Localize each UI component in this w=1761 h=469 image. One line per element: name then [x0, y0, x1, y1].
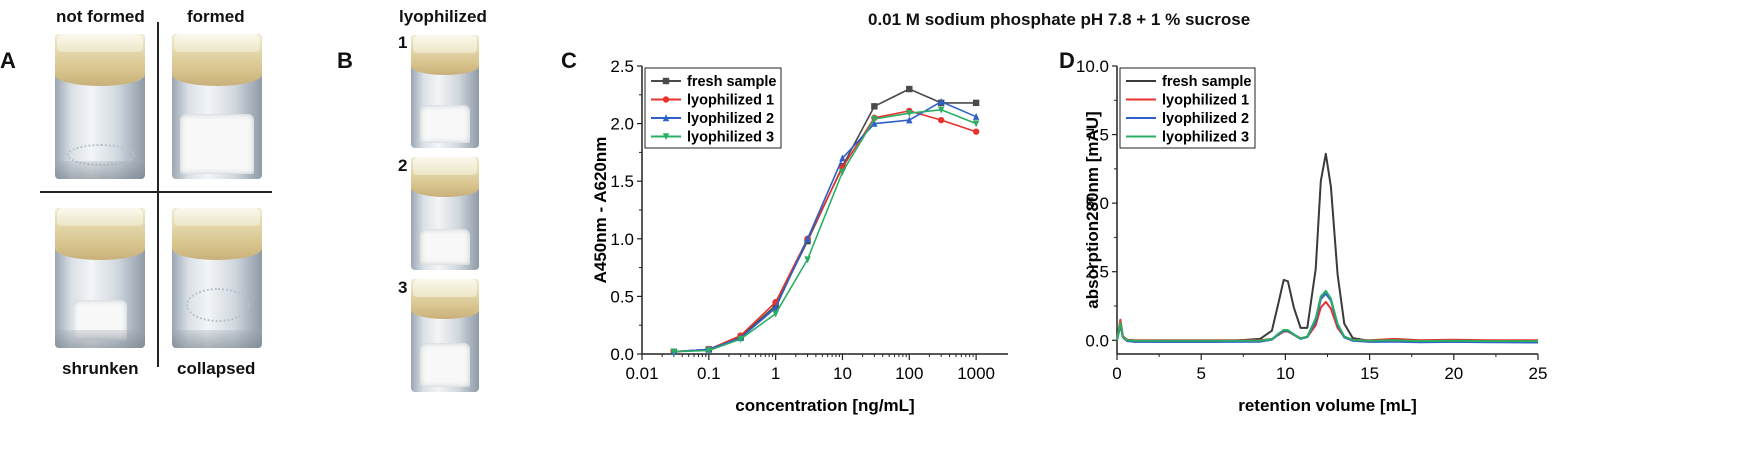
data-point — [972, 128, 980, 135]
panel-b-title: lyophilized — [399, 7, 487, 26]
legend-label: lyophilized 3 — [687, 130, 774, 146]
vial-number-1: 1 — [398, 33, 408, 52]
y-tick-label: 5.0 — [1085, 194, 1109, 213]
data-point — [937, 116, 945, 124]
data-point — [839, 154, 846, 162]
figure-title: 0.01 M sodium phosphate pH 7.8 + 1 % suc… — [868, 10, 1251, 29]
vial-photo-lyophilized-3 — [411, 279, 479, 392]
y-tick-label: 0.5 — [610, 287, 634, 306]
x-tick-label: 10 — [833, 364, 852, 383]
label-formed: formed — [187, 7, 245, 26]
x-tick-label: 15 — [1360, 364, 1379, 383]
data-point — [737, 335, 744, 343]
x-axis-title: retention volume [mL] — [1238, 396, 1417, 415]
data-point — [906, 116, 913, 124]
data-point — [937, 106, 945, 114]
vial-photo-lyophilized-1 — [411, 35, 479, 148]
x-tick-label: 5 — [1196, 364, 1205, 383]
legend-label: lyophilized 2 — [687, 111, 774, 127]
x-tick-label: 20 — [1444, 364, 1463, 383]
data-point — [804, 235, 811, 242]
panel-c-letter: C — [561, 48, 577, 73]
legend-label: lyophilized 1 — [1162, 93, 1249, 109]
vial-photo-shrunken — [55, 208, 145, 348]
vial-photo-lyophilized-2 — [411, 157, 479, 270]
x-tick-label: 25 — [1529, 364, 1548, 383]
y-axis-title: absorption280nm [mAU] — [1083, 111, 1102, 308]
data-point — [972, 112, 980, 120]
y-tick-label: 2.5 — [1085, 263, 1109, 282]
data-point — [871, 103, 878, 110]
x-tick-label: 0.1 — [697, 364, 721, 383]
quadrant-divider-horizontal — [40, 191, 272, 193]
label-not-formed: not formed — [56, 7, 145, 26]
vial-photo-not-formed — [55, 34, 145, 179]
series-line-lyophilized-3 — [673, 109, 977, 353]
data-point — [772, 310, 779, 318]
data-point — [670, 348, 678, 356]
data-point — [871, 119, 878, 127]
legend-marker — [662, 77, 670, 85]
legend-marker — [662, 133, 670, 141]
y-tick-label: 7.5 — [1085, 126, 1109, 145]
label-shrunken: shrunken — [62, 359, 139, 378]
vial-photo-formed — [172, 34, 262, 179]
x-axis-title: concentration [ng/mL] — [735, 396, 914, 415]
x-tick-label: 10 — [1276, 364, 1295, 383]
panel-d-letter: D — [1059, 48, 1075, 73]
series-line-fresh-sample — [1116, 152, 1539, 344]
vial-number-2: 2 — [398, 156, 408, 175]
data-point — [906, 110, 913, 118]
y-axis-title: A450nm - A620nm — [591, 137, 610, 284]
panel-a-letter: A — [0, 48, 16, 73]
vial-photo-collapsed — [172, 208, 262, 348]
y-tick-label: 0.0 — [610, 345, 634, 364]
data-point — [705, 347, 713, 355]
series-line-lyophilized-2 — [1116, 292, 1539, 344]
legend-label: fresh sample — [1162, 74, 1251, 90]
x-tick-label: 100 — [895, 364, 923, 383]
vial-number-3: 3 — [398, 278, 408, 297]
x-tick-label: 1000 — [957, 364, 995, 383]
series-line-lyophilized-3 — [1116, 289, 1538, 343]
legend-label: lyophilized 1 — [687, 93, 774, 109]
x-tick-label: 0.01 — [625, 364, 658, 383]
data-point — [804, 256, 811, 264]
y-tick-label: 1.5 — [610, 172, 634, 191]
data-point — [839, 168, 846, 176]
y-tick-label: 2.0 — [610, 115, 634, 134]
panel-b-letter: B — [337, 48, 353, 73]
legend-label: lyophilized 2 — [1162, 111, 1249, 127]
data-point — [972, 120, 980, 128]
x-tick-label: 0 — [1112, 364, 1121, 383]
legend-marker — [662, 96, 670, 103]
y-tick-label: 0.0 — [1085, 331, 1109, 350]
data-point — [906, 85, 913, 93]
y-tick-label: 2.5 — [610, 57, 634, 76]
series-line-lyophilized-1 — [673, 110, 977, 353]
chart-c: 0.0 0.5 1.0 1.5 2.0 2.5 0.01 0.1 1 10 100 1000 conce… — [591, 57, 1008, 415]
legend-label: lyophilized 3 — [1162, 130, 1249, 146]
chart-d: 0.0 2.5 5.0 7.5 10.0 0 5 10 15 20 25 retention volu… — [1076, 57, 1548, 415]
y-tick-label: 1.0 — [610, 230, 634, 249]
data-point — [871, 115, 878, 123]
data-point — [972, 99, 980, 107]
data-point — [937, 97, 945, 105]
legend-label: fresh sample — [687, 74, 776, 90]
x-tick-label: 1 — [771, 364, 780, 383]
quadrant-divider-vertical — [157, 22, 159, 367]
legend-marker — [662, 114, 670, 122]
label-collapsed: collapsed — [177, 359, 256, 378]
y-tick-label: 10.0 — [1076, 57, 1109, 76]
series-line-lyophilized-1 — [1116, 300, 1538, 342]
